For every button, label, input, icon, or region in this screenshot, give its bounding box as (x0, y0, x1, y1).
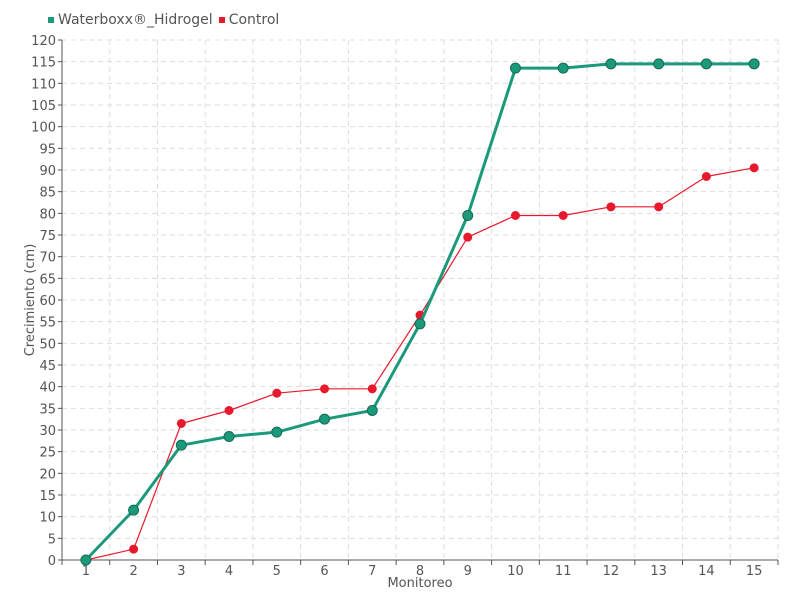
x-tick-label: 14 (698, 564, 715, 579)
data-point-series-1 (509, 62, 521, 74)
data-point-series-2 (176, 419, 186, 428)
legend-swatch-series-2 (218, 17, 225, 23)
y-tick-label: 120 (31, 34, 56, 49)
data-point-series-1 (80, 554, 92, 566)
data-point-series-2 (367, 384, 377, 394)
legend-item-series-2[interactable]: Control (218, 12, 280, 28)
x-axis-title: Monitoreo (387, 576, 452, 591)
data-point-series-1 (700, 58, 712, 70)
x-tick-label: 4 (225, 564, 233, 579)
data-point-series-1 (653, 58, 665, 70)
y-tick-label: 45 (39, 359, 56, 374)
x-tick-label: 8 (416, 564, 424, 579)
chart-legend: Waterboxx®_Hidrogel Control (48, 12, 279, 28)
data-point-series-2 (749, 163, 759, 173)
data-point-series-1 (366, 405, 378, 416)
legend-item-series-1[interactable]: Waterboxx®_Hidrogel (48, 12, 213, 28)
y-axis-title: Crecimiento (cm) (23, 244, 38, 357)
data-point-series-2 (320, 384, 330, 394)
data-point-series-2 (224, 406, 234, 415)
data-point-series-1 (175, 439, 187, 451)
y-tick-label: 100 (31, 121, 56, 136)
data-point-series-2 (654, 202, 664, 212)
y-tick-label: 30 (39, 424, 56, 439)
data-point-series-2 (272, 388, 282, 398)
x-tick-label: 1 (82, 564, 90, 579)
y-tick-label: 50 (39, 337, 56, 352)
data-point-series-1 (748, 58, 760, 70)
y-tick-label: 60 (39, 294, 56, 309)
y-tick-label: 0 (48, 554, 56, 569)
data-point-series-1 (271, 426, 283, 438)
legend-swatch-series-1 (48, 17, 54, 23)
x-tick-label: 11 (555, 564, 572, 579)
y-tick-label: 110 (31, 77, 56, 92)
data-point-series-2 (606, 202, 616, 212)
x-tick-label: 12 (603, 564, 620, 579)
x-tick-label: 15 (746, 564, 763, 579)
data-point-series-1 (462, 210, 474, 221)
x-tick-label: 9 (464, 564, 472, 579)
y-tick-label: 20 (39, 467, 56, 482)
data-point-series-1 (223, 431, 235, 442)
y-tick-label: 115 (31, 56, 56, 71)
data-point-series-1 (128, 504, 140, 516)
data-point-series-1 (605, 58, 617, 70)
x-tick-label: 10 (507, 564, 524, 579)
y-tick-label: 25 (39, 446, 56, 461)
x-tick-label: 5 (273, 564, 281, 579)
data-point-series-1 (414, 318, 426, 330)
data-point-series-1 (319, 413, 331, 425)
y-tick-label: 70 (39, 251, 56, 266)
legend-label-series-2: Control (228, 12, 280, 28)
y-tick-label: 95 (39, 142, 56, 157)
y-tick-label: 35 (39, 402, 56, 417)
y-tick-label: 15 (39, 489, 56, 504)
y-tick-label: 55 (39, 316, 56, 331)
series-line-2 (85, 167, 755, 561)
y-tick-label: 90 (39, 164, 56, 179)
data-point-series-2 (701, 172, 711, 181)
x-tick-label: 2 (129, 564, 137, 579)
y-tick-label: 75 (39, 229, 56, 244)
y-tick-label: 65 (39, 272, 56, 287)
y-tick-label: 105 (31, 99, 56, 114)
y-tick-label: 85 (39, 186, 56, 201)
x-tick-label: 13 (650, 564, 667, 579)
y-tick-label: 40 (39, 381, 56, 396)
y-tick-label: 80 (39, 207, 56, 222)
data-point-series-2 (510, 211, 520, 220)
data-point-series-2 (129, 544, 139, 554)
data-point-series-2 (558, 211, 568, 220)
x-tick-label: 7 (368, 564, 376, 579)
data-point-series-1 (557, 62, 569, 74)
x-tick-label: 6 (320, 564, 328, 579)
x-tick-label: 3 (177, 564, 185, 579)
y-tick-label: 10 (39, 511, 56, 526)
legend-label-series-1: Waterboxx®_Hidrogel (58, 12, 213, 28)
data-point-series-2 (463, 232, 473, 242)
y-tick-label: 5 (48, 532, 56, 547)
